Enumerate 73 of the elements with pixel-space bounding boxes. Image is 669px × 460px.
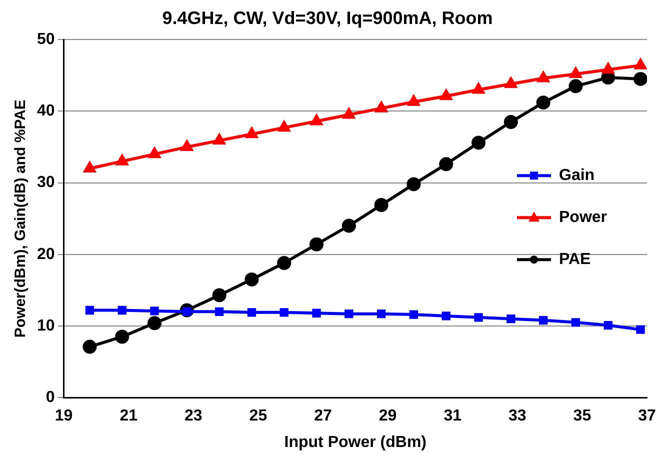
point bbox=[504, 114, 518, 129]
point bbox=[214, 307, 224, 316]
y-axis-title: Power(dBm), Gain(dB) and %PAE bbox=[12, 100, 30, 338]
x-axis-title: Input Power (dBm) bbox=[284, 434, 427, 451]
x-tick-label: 27 bbox=[314, 408, 332, 425]
point bbox=[602, 63, 614, 74]
chart-title: 9.4GHz, CW, Vd=30V, Iq=900mA, Room bbox=[162, 8, 493, 28]
point bbox=[409, 310, 418, 319]
point bbox=[310, 237, 324, 252]
point bbox=[636, 325, 645, 334]
point bbox=[213, 134, 226, 145]
point bbox=[310, 114, 322, 126]
point bbox=[212, 288, 226, 302]
point bbox=[440, 90, 452, 100]
point bbox=[408, 95, 420, 106]
legend-label: PAE bbox=[559, 251, 592, 268]
y-tick-label: 10 bbox=[37, 317, 55, 334]
point bbox=[116, 154, 128, 166]
point bbox=[374, 198, 388, 212]
point bbox=[344, 310, 354, 318]
point bbox=[85, 306, 94, 315]
point bbox=[634, 72, 647, 86]
point bbox=[406, 177, 421, 192]
point bbox=[312, 308, 321, 318]
point bbox=[148, 148, 160, 158]
y-tick-label: 20 bbox=[37, 246, 55, 263]
x-tick-label: 23 bbox=[184, 408, 202, 425]
point bbox=[342, 218, 356, 233]
x-tick-label: 21 bbox=[120, 408, 138, 425]
x-tick-label: 29 bbox=[378, 408, 397, 425]
y-tick-label: 40 bbox=[37, 102, 55, 120]
x-tick-label: 33 bbox=[508, 408, 526, 425]
point bbox=[375, 102, 388, 112]
point bbox=[247, 308, 256, 317]
point bbox=[474, 313, 483, 322]
point bbox=[181, 140, 193, 151]
point bbox=[118, 306, 126, 315]
point bbox=[343, 108, 355, 119]
legend-label: Gain bbox=[559, 167, 595, 184]
point bbox=[472, 83, 484, 94]
point bbox=[604, 320, 612, 330]
point bbox=[442, 312, 450, 320]
x-tick-label: 31 bbox=[444, 408, 462, 425]
point bbox=[244, 272, 259, 286]
x-tick-label: 25 bbox=[249, 408, 268, 425]
point bbox=[634, 58, 646, 70]
point bbox=[571, 318, 580, 327]
x-tick-label: 35 bbox=[573, 408, 592, 425]
point bbox=[538, 316, 548, 325]
point bbox=[376, 310, 386, 318]
legend-label: Power bbox=[559, 209, 608, 226]
point bbox=[246, 128, 258, 138]
y-tick-label: 50 bbox=[37, 31, 55, 48]
point bbox=[439, 157, 454, 172]
y-tick-label: 0 bbox=[46, 389, 55, 406]
y-tick-label: 30 bbox=[37, 174, 55, 192]
point bbox=[115, 330, 130, 344]
point bbox=[536, 96, 550, 110]
point bbox=[84, 162, 96, 172]
point bbox=[570, 67, 582, 78]
point bbox=[277, 256, 292, 270]
x-tick-label: 19 bbox=[54, 408, 73, 425]
point bbox=[150, 306, 159, 316]
point bbox=[505, 77, 517, 88]
point bbox=[280, 308, 288, 317]
point bbox=[506, 314, 516, 324]
point bbox=[82, 340, 97, 354]
x-tick-label: 37 bbox=[638, 408, 656, 425]
point bbox=[148, 316, 162, 330]
point bbox=[568, 79, 583, 94]
point bbox=[537, 72, 550, 82]
point bbox=[278, 121, 290, 132]
point bbox=[472, 136, 486, 150]
